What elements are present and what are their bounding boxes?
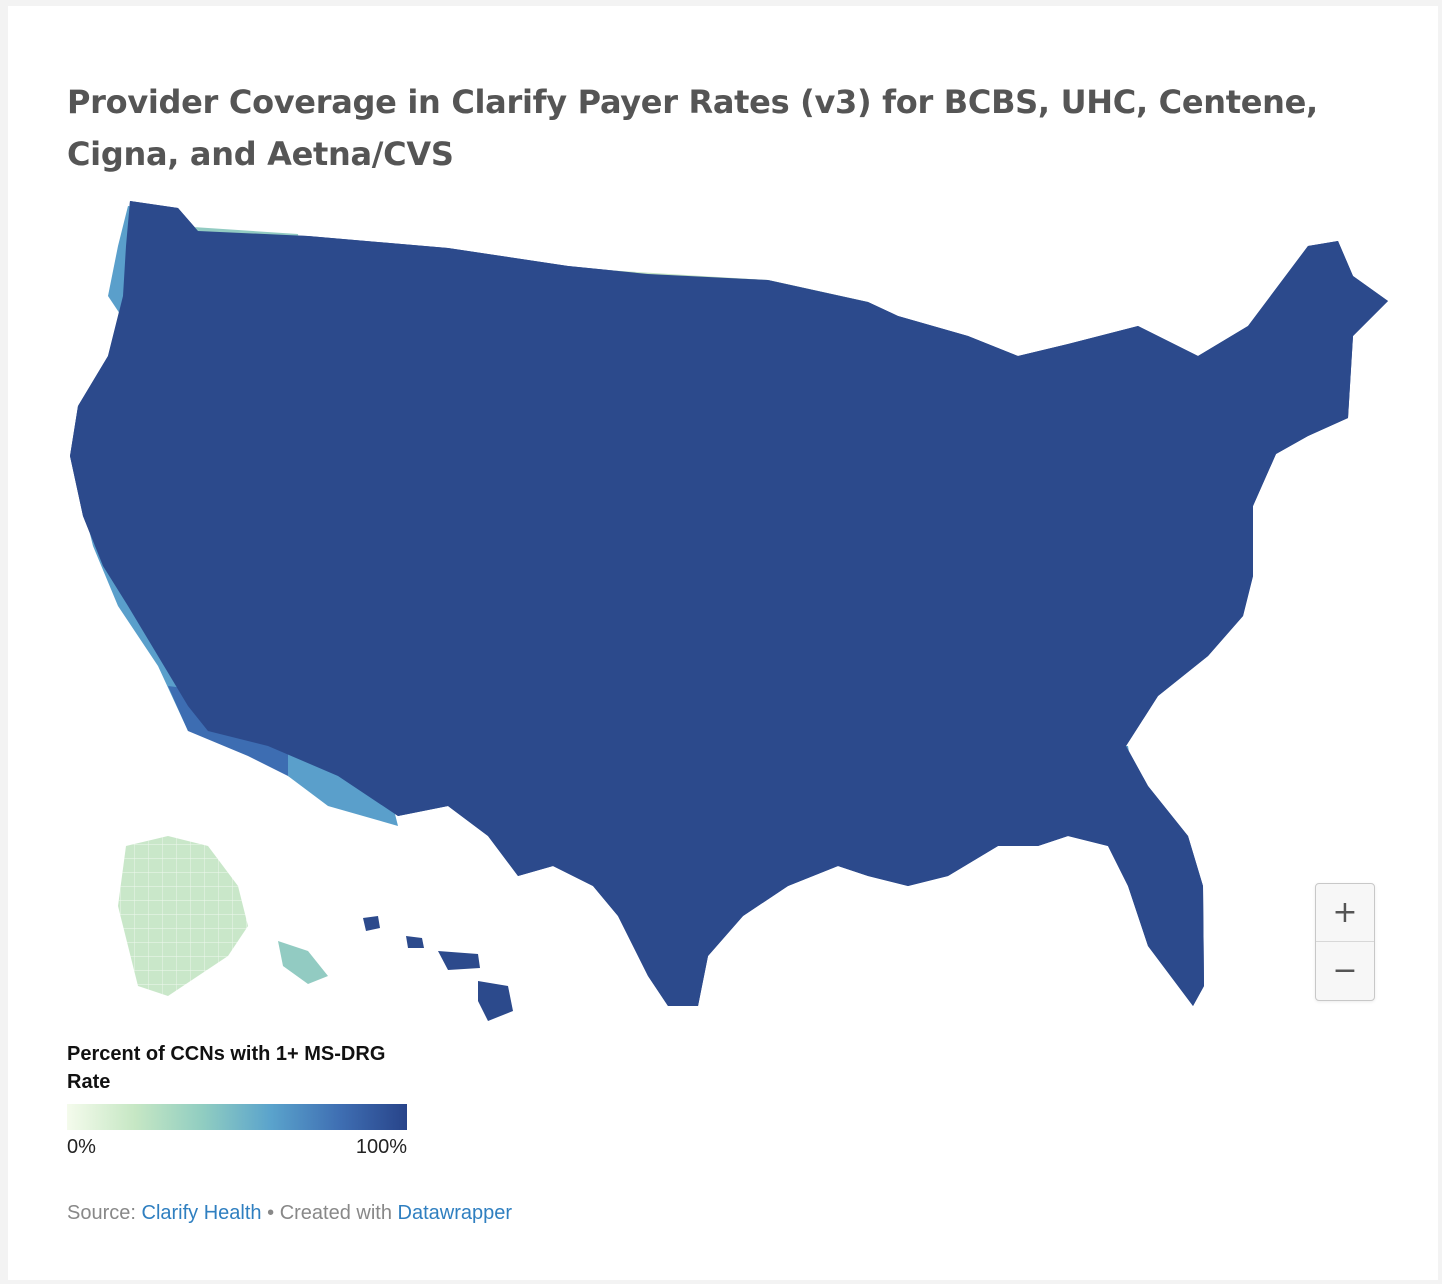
legend-gradient-bar (67, 1104, 407, 1130)
hawaii-big-island-region[interactable] (478, 981, 513, 1021)
legend-title: Percent of CCNs with 1+ MS-DRG Rate (67, 1043, 386, 1093)
zoom-control: + − (1315, 883, 1375, 1001)
source-prefix: Source: (67, 1202, 136, 1224)
hawaii-maui-region[interactable] (438, 951, 480, 970)
footer-separator: • (267, 1202, 275, 1224)
chart-title: Provider Coverage in Clarify Payer Rates… (67, 83, 1318, 173)
zoom-in-button[interactable]: + (1332, 895, 1358, 930)
footer: Source: Clarify Health • Created with Da… (67, 1202, 512, 1225)
zoom-out-button[interactable]: − (1332, 953, 1358, 988)
legend-min-label: 0% (67, 1136, 96, 1158)
chart-card: Provider Coverage in Clarify Payer Rates… (8, 6, 1438, 1280)
alaska-east-region[interactable] (278, 941, 328, 984)
choropleth-map[interactable] (8, 186, 1438, 1046)
legend-max-label: 100% (355, 1136, 407, 1158)
hawaii-oahu-region[interactable] (406, 936, 424, 948)
zoom-separator (1316, 941, 1374, 942)
datawrapper-link[interactable]: Datawrapper (397, 1202, 513, 1224)
map-svg[interactable] (8, 186, 1438, 1046)
hawaii-kauai-region[interactable] (363, 916, 380, 931)
created-prefix: Created with (279, 1202, 392, 1224)
source-link[interactable]: Clarify Health (141, 1202, 262, 1224)
